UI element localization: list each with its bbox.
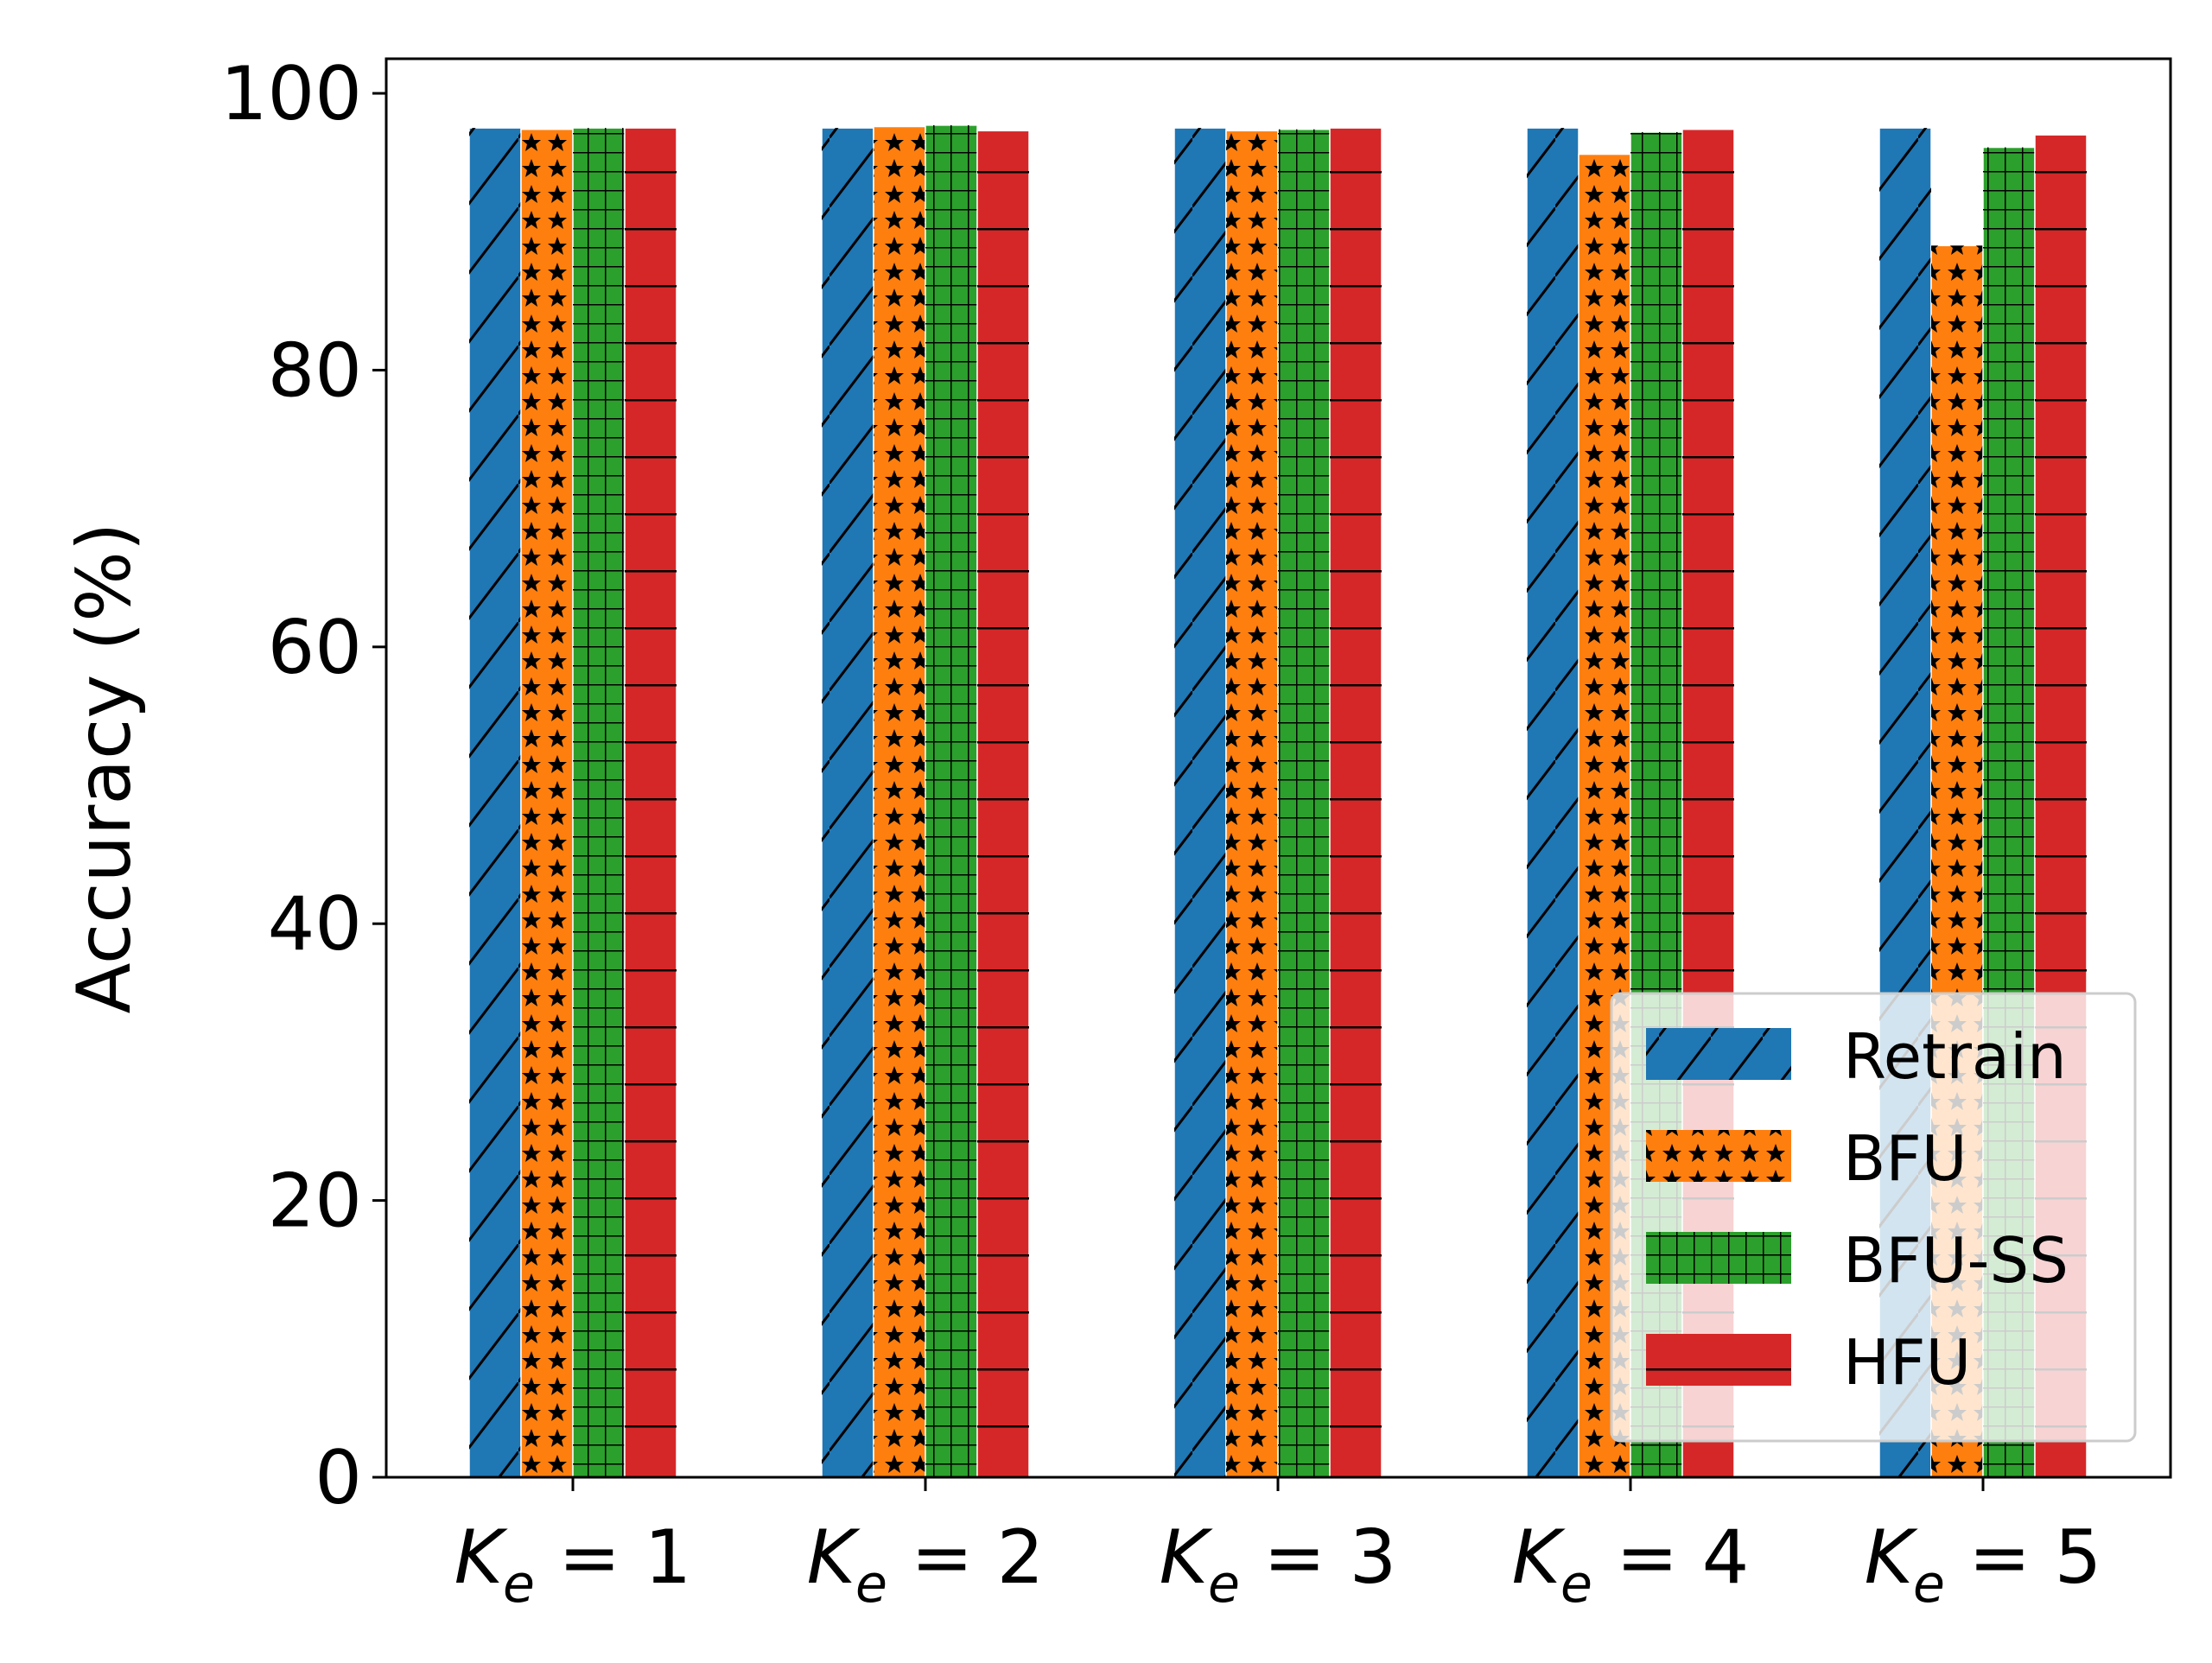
bar-retrain-3 [1173,127,1227,1478]
legend-label: BFU [1843,1122,1967,1195]
bar-hfu-2 [976,130,1030,1478]
x-tick-label: Ke = 5 [1865,1514,2102,1615]
y-axis-label: Accuracy (%) [61,523,148,1014]
legend-box [1610,992,2137,1443]
x-tick-label: Ke = 2 [807,1514,1045,1615]
bar-bfu-3 [1225,130,1279,1478]
bar-retrain-1 [468,127,522,1478]
bar-bfu-4 [1578,153,1631,1478]
y-tick-label: 80 [268,327,362,414]
legend-entry-bfu: BFU [1646,1122,1967,1195]
x-axis: Ke = 1 Ke = 2 Ke = 3 Ke = 4 Ke = 5 [454,1477,2102,1615]
legend-label: Retrain [1843,1020,2067,1093]
legend-label: BFU-SS [1843,1224,2069,1297]
bar-bfu-1 [520,128,574,1478]
y-tick-label: 40 [268,881,362,968]
bar-hfu-1 [624,127,677,1478]
bar-bfu-ss-3 [1277,128,1331,1478]
legend-entry-retrain: Retrain [1646,1020,2067,1093]
x-tick-label: Ke = 3 [1160,1514,1397,1615]
y-tick-label: 0 [315,1435,362,1521]
y-axis: 0 20 40 60 80 100 [220,51,386,1521]
bar-retrain-4 [1526,127,1580,1478]
bar-hfu-3 [1329,127,1382,1478]
legend-entry-hfu: HFU [1646,1326,1971,1399]
bar-bfu-ss-2 [925,124,978,1478]
legend: Retrain BFU BFU-SS HFU [1610,992,2137,1443]
bars-layer [468,124,2088,1478]
x-tick-label: Ke = 1 [454,1514,692,1615]
bar-retrain-2 [821,127,874,1478]
x-tick-label: Ke = 4 [1512,1514,1750,1615]
legend-entry-bfu-ss: BFU-SS [1646,1224,2069,1297]
y-tick-label: 20 [268,1158,362,1245]
legend-label: HFU [1843,1326,1971,1399]
bar-bfu-ss-1 [572,127,626,1478]
y-tick-label: 60 [268,605,362,691]
y-tick-label: 100 [220,51,362,137]
bar-bfu-2 [873,125,926,1478]
